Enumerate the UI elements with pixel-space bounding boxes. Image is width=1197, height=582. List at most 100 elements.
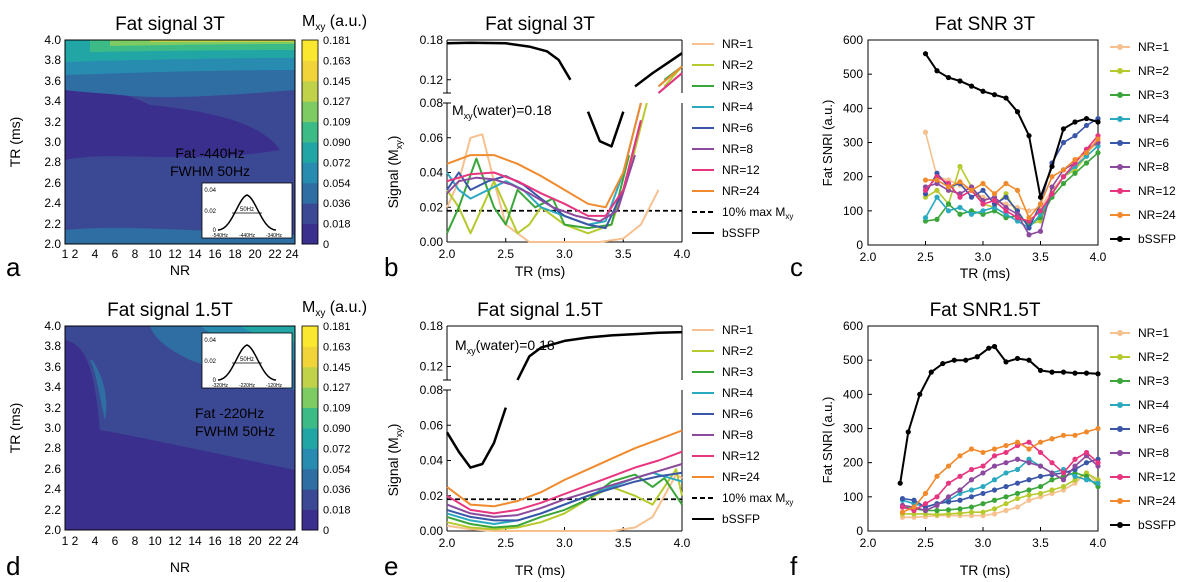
y-tick-label: 2.2 [44, 217, 61, 231]
series-line-nr1 [446, 473, 683, 532]
panel-e-annotation: Mxy(water)=0.18 [455, 337, 555, 356]
data-point [1072, 370, 1078, 376]
data-point [1037, 439, 1044, 445]
colorbar-swatch [302, 366, 318, 388]
data-point [968, 194, 975, 200]
panel-a-contour-fill [65, 40, 295, 244]
panel-letter-f: f [790, 551, 798, 581]
legend-marker [1117, 498, 1123, 504]
inset-x-label: -220Hz [239, 383, 256, 389]
legend-label: NR=4 [722, 386, 753, 400]
data-point [1014, 215, 1021, 221]
colorbar-tick-label: 0.036 [323, 198, 351, 210]
data-point [980, 180, 986, 187]
legend-label: NR=1 [1138, 40, 1169, 54]
data-point [991, 506, 998, 512]
data-point [1003, 95, 1009, 101]
inset-x-label: -120Hz [266, 383, 283, 389]
colorbar-tick-label: 0.018 [323, 219, 351, 231]
x-tick-label: 2.5 [917, 536, 934, 550]
y-tick-label: 3.4 [44, 380, 61, 394]
series-line-nr3 [446, 473, 683, 529]
data-point [991, 453, 998, 459]
y-tick-label: 2.8 [44, 155, 61, 169]
data-point [934, 194, 940, 200]
colorbar-tick-label: 0.072 [323, 443, 351, 455]
panel-d-frame [64, 325, 296, 531]
legend-marker [1117, 522, 1123, 528]
y-tick-label: 2.4 [44, 482, 61, 496]
inset-curve [217, 344, 277, 381]
legend-label: NR=12 [1138, 470, 1176, 484]
panel-d-y-ticks: 2.0 2.2 2.4 2.6 2.8 3.0 3.2 3.4 3.6 3.8 … [44, 319, 61, 537]
panel-letter-d: d [6, 551, 20, 581]
data-point [1003, 449, 1009, 456]
colorbar-tick-label: 0.072 [323, 157, 351, 169]
data-point [980, 208, 986, 214]
data-point [1026, 477, 1032, 483]
y-tick-label: 0 [856, 524, 863, 538]
x-tick-label: 3.5 [615, 247, 632, 261]
x-tick-label: 8 [132, 247, 139, 261]
legend-label: bSSFP [1138, 232, 1176, 246]
colorbar-tick-label: 0.109 [323, 117, 351, 129]
data-point [1026, 439, 1032, 445]
panel-f: Fat SNR1.5T 0 100 200 300 400 500 600 2.0 2.5 3.0… [820, 300, 1176, 578]
data-point [1060, 139, 1067, 146]
series-line-bssfp [899, 345, 1099, 484]
data-point [1003, 494, 1009, 500]
legend-label: NR=4 [1138, 112, 1169, 126]
data-point [1014, 187, 1021, 193]
data-point [980, 483, 986, 490]
x-tick-label: 18 [228, 247, 242, 261]
legend-label: NR=2 [722, 344, 753, 358]
inset-fwhm-label: 50Hz [240, 207, 254, 213]
colorbar-tick-label: 0.054 [323, 464, 351, 476]
series-line-nr6 [446, 120, 642, 230]
data-point [1060, 369, 1067, 375]
series-line-nr3 [446, 154, 631, 234]
y-tick-label: 2.6 [44, 462, 61, 476]
series-line-bssfp [924, 53, 1099, 201]
y-tick-label: 2.2 [44, 503, 61, 517]
colorbar-tick-label: 0.109 [323, 403, 351, 415]
y-tick-label: 2.0 [44, 237, 61, 251]
data-point [1060, 167, 1067, 173]
x-tick-label: 2.5 [497, 536, 514, 550]
data-point [957, 211, 963, 217]
data-point [1037, 463, 1044, 469]
y-tick-label: 0.00 [420, 524, 444, 538]
panel-e-x-label: TR (ms) [515, 562, 566, 578]
y-tick-label: 3.0 [44, 421, 61, 435]
data-point [1037, 208, 1044, 214]
data-point [991, 92, 998, 98]
inset-x-label: -340Hz [266, 233, 283, 239]
colorbar-tick-label: 0.145 [323, 76, 351, 88]
panel-b-title: Fat signal 3T [485, 14, 595, 35]
data-point [980, 470, 986, 476]
data-point [1037, 449, 1044, 456]
panel-d-title: Fat signal 1.5T [107, 300, 233, 321]
data-point [1060, 174, 1067, 180]
y-tick-label: 3.2 [44, 401, 61, 415]
data-point [1060, 126, 1067, 132]
x-tick-label: 24 [285, 247, 299, 261]
panel-d-colorbar: 0.181 0.163 0.145 0.127 0.109 0.090 0.072 0.054… [301, 321, 351, 537]
x-tick-label: 3.5 [1032, 536, 1049, 550]
data-point [945, 184, 952, 190]
data-point [1026, 208, 1032, 214]
panel-b-legend: NR=1 NR=2 NR=3 NR=4 NR=6 NR=8 NR=12 NR=24 10% ma… [692, 37, 793, 240]
data-point [951, 357, 957, 363]
x-tick-label: 4 [92, 534, 99, 548]
colorbar-tick-label: 0.018 [323, 505, 351, 517]
data-point [1072, 133, 1078, 139]
panel-e-legend: NR=1 NR=2 NR=3 NR=4 NR=6 NR=8 NR=12 NR=24 10% ma… [692, 323, 793, 526]
colorbar-tick-label: 0.054 [323, 178, 351, 190]
data-point [1049, 436, 1055, 442]
data-point [1083, 115, 1090, 122]
data-point [1060, 470, 1067, 476]
data-point [945, 499, 952, 505]
data-point [991, 497, 998, 503]
panel-f-legend: NR=1 NR=2 NR=3 NR=4 NR=6 NR=8 NR=12 NR=24 bSSFP [1110, 326, 1176, 532]
legend-label: bSSFP [722, 512, 760, 526]
